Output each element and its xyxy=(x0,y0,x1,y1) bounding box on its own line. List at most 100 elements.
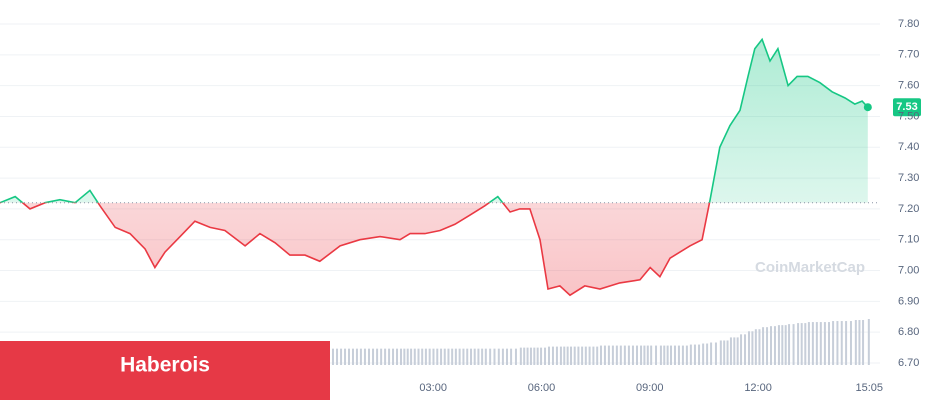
volume-bar xyxy=(823,322,826,365)
volume-bar xyxy=(529,347,532,365)
volume-bar xyxy=(854,320,857,365)
volume-bar xyxy=(754,329,757,365)
volume-bar xyxy=(723,340,726,365)
volume-bar xyxy=(540,347,543,365)
volume-bar xyxy=(640,345,643,365)
volume-bar xyxy=(832,321,835,365)
banner-bg xyxy=(0,341,330,400)
volume-bar xyxy=(331,348,334,365)
volume-bar xyxy=(659,345,662,365)
volume-bar xyxy=(505,348,508,365)
y-tick-label: 6.90 xyxy=(898,295,919,307)
volume-bar xyxy=(510,348,513,365)
volume-bar xyxy=(702,343,705,365)
volume-bar xyxy=(736,337,739,365)
volume-bar xyxy=(627,345,630,365)
volume-bar xyxy=(588,346,591,365)
volume-bar xyxy=(584,346,587,365)
volume-bar xyxy=(458,348,461,365)
volume-bar xyxy=(573,346,576,365)
y-tick-label: 7.60 xyxy=(898,80,919,92)
volume-bar xyxy=(762,327,765,365)
volume-bar xyxy=(519,347,522,365)
volume-bar xyxy=(523,347,526,365)
last-point xyxy=(863,103,872,112)
volume-bar xyxy=(710,342,713,365)
volume-bar xyxy=(828,322,831,365)
banner-text: Haberois xyxy=(120,354,210,377)
volume-bar xyxy=(650,345,653,365)
volume-bar xyxy=(351,348,354,365)
volume-bar xyxy=(714,342,717,365)
volume-bar xyxy=(501,348,504,365)
volume-bar xyxy=(536,347,539,365)
volume-bar xyxy=(566,346,569,365)
volume-bar xyxy=(570,346,573,365)
volume-bar xyxy=(403,348,406,365)
volume-bar xyxy=(693,344,696,365)
volume-bar xyxy=(599,345,602,365)
volume-bar xyxy=(744,334,747,365)
volume-bar xyxy=(380,348,383,365)
volume-bar xyxy=(706,343,709,365)
volume-bar xyxy=(436,348,439,365)
volume-bar xyxy=(615,345,618,365)
volume-bar xyxy=(719,340,722,365)
volume-bar xyxy=(733,337,736,365)
volume-bar xyxy=(421,348,424,365)
volume-bar xyxy=(646,345,649,365)
volume-bar xyxy=(473,348,476,365)
volume-bar xyxy=(849,321,852,365)
volume-bar xyxy=(392,348,395,365)
volume-bar xyxy=(372,348,375,365)
volume-bar xyxy=(454,348,457,365)
y-tick-label: 7.40 xyxy=(898,141,919,153)
x-tick-label: 12:00 xyxy=(744,382,772,394)
volume-bar xyxy=(432,348,435,365)
volume-bar xyxy=(845,321,848,365)
volume-bar xyxy=(336,348,339,365)
volume-bar xyxy=(770,326,773,365)
volume-bar xyxy=(611,345,614,365)
volume-bar xyxy=(681,345,684,365)
volume-bar xyxy=(867,319,870,365)
volume-bar xyxy=(673,345,676,365)
y-tick-label: 7.50 xyxy=(898,110,919,122)
volume-bar xyxy=(677,345,680,365)
x-tick-label: 15:05 xyxy=(856,382,884,394)
volume-bar xyxy=(726,340,729,365)
y-tick-label: 7.30 xyxy=(898,172,919,184)
volume-bar xyxy=(447,348,450,365)
volume-bar xyxy=(603,345,606,365)
volume-bar xyxy=(363,348,366,365)
volume-bar xyxy=(406,348,409,365)
watermark: CoinMarketCap xyxy=(755,259,865,276)
volume-bar xyxy=(470,348,473,365)
volume-bar xyxy=(384,348,387,365)
price-line-up xyxy=(0,37,869,203)
volume-bar xyxy=(396,348,399,365)
price-tag-label: 7.53 xyxy=(896,101,917,113)
price-tag xyxy=(893,98,921,117)
volume-bar xyxy=(663,345,666,365)
volume-bar xyxy=(758,329,761,365)
volume-bar xyxy=(698,344,701,365)
volume-bar xyxy=(862,320,865,365)
volume-bar xyxy=(451,348,454,365)
volume-bar xyxy=(800,323,803,365)
volume-bar xyxy=(443,348,446,365)
volume-bar xyxy=(747,331,750,365)
volume-bar xyxy=(376,348,379,365)
volume-bar xyxy=(797,323,800,365)
volume-bar xyxy=(815,322,818,365)
volume-bar xyxy=(399,348,402,365)
volume-bar xyxy=(636,345,639,365)
volume-bar xyxy=(544,347,547,365)
area-up xyxy=(0,39,868,203)
volume-bar xyxy=(685,345,688,365)
x-tick-label: 06:00 xyxy=(528,382,556,394)
volume-bar xyxy=(359,348,362,365)
volume-bar xyxy=(577,346,580,365)
volume-bar xyxy=(840,321,843,365)
y-tick-label: 7.10 xyxy=(898,234,919,246)
